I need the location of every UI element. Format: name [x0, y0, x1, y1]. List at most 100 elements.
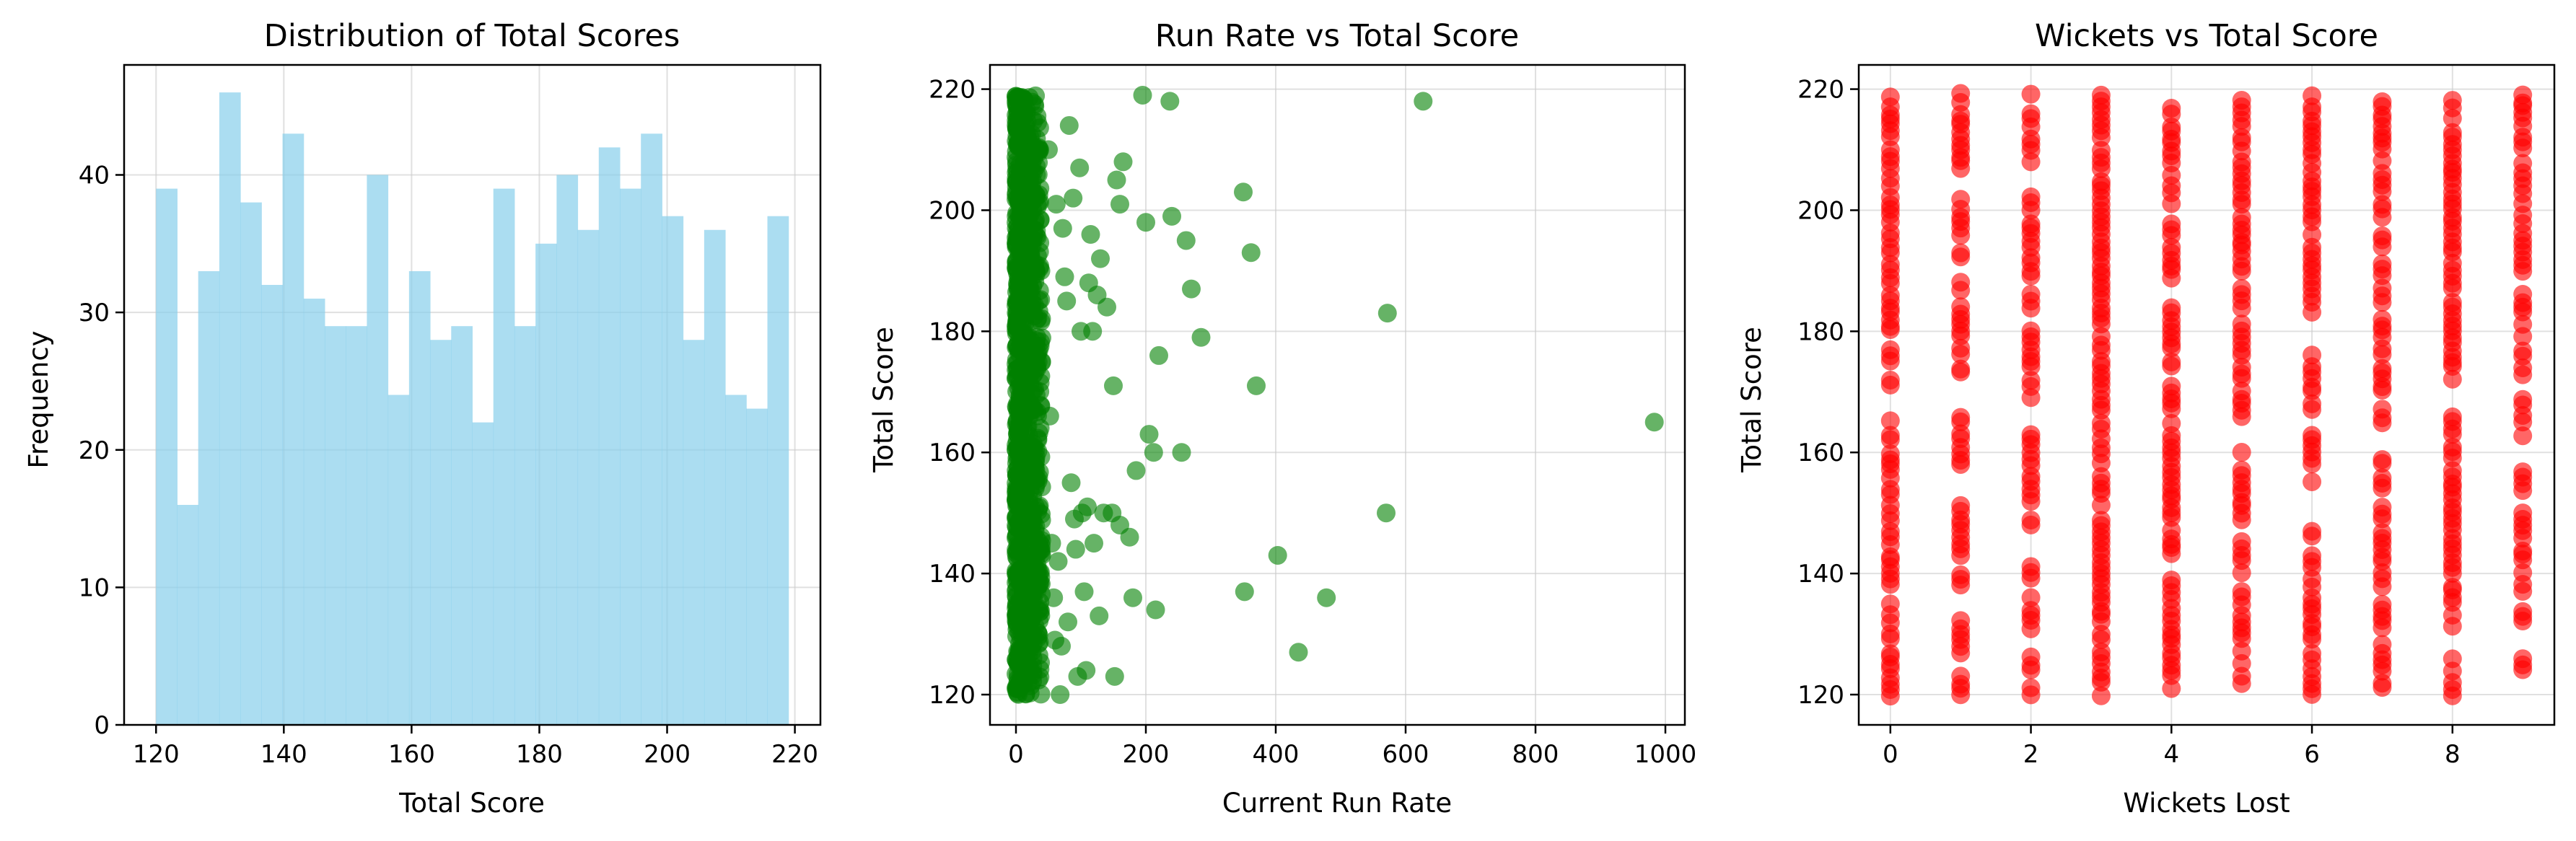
scatter-point: [1235, 582, 1254, 602]
scatter-point: [1039, 140, 1058, 159]
scatter-point: [2232, 279, 2251, 299]
scatter-point: [1951, 84, 1971, 103]
scatter-point: [1160, 92, 1180, 111]
scatter-point: [2232, 314, 2251, 334]
scatter-point: [1951, 297, 1971, 317]
scatter-point: [1951, 666, 1971, 686]
scatter-point: [2021, 557, 2041, 576]
scatter-point: [1010, 390, 1030, 410]
scatter-point: [2091, 172, 2111, 191]
scatter-point: [1079, 273, 1098, 293]
scatter-point: [2162, 521, 2181, 540]
scatter-point: [2303, 225, 2322, 245]
scatter-point: [2513, 284, 2533, 304]
scatter-point: [1065, 509, 1084, 529]
chart-2-ytick-label: 140: [1797, 560, 1844, 589]
run-rate-panel: Run Rate vs Total Score Current Run Rate…: [868, 18, 1696, 819]
scatter-point: [1149, 345, 1168, 365]
scatter-point: [1046, 630, 1064, 650]
scatter-point: [1951, 273, 1971, 292]
scatter-point: [1007, 172, 1026, 191]
scatter-point: [1018, 368, 1038, 387]
scatter-point: [1074, 582, 1094, 602]
scatter-point: [2513, 462, 2533, 482]
scatter-point: [2443, 293, 2462, 312]
scatter-point: [1053, 219, 1072, 238]
scatter-point: [1016, 527, 1035, 547]
scatter-point: [1012, 327, 1032, 347]
scatter-point: [1090, 606, 1109, 625]
chart-1-ytick-label: 140: [929, 560, 976, 589]
scatter-point: [2162, 414, 2181, 433]
scatter-point: [2021, 214, 2041, 234]
histogram-bar: [408, 270, 431, 725]
scatter-point: [1018, 243, 1038, 263]
histogram-bar: [683, 340, 705, 725]
scatter-point: [1044, 588, 1064, 607]
scatter-point: [1162, 206, 1181, 226]
chart-0-ytick-label: 20: [79, 436, 110, 465]
scatter-point: [2443, 649, 2462, 669]
scatter-point: [2373, 226, 2392, 245]
histogram-bar: [261, 285, 284, 725]
chart-1-frame: [989, 63, 1686, 726]
histogram-bar: [767, 216, 789, 725]
scatter-point: [1377, 503, 1396, 523]
scatter-point: [2303, 394, 2322, 413]
scatter-point: [1031, 333, 1051, 352]
scatter-point: [2373, 358, 2392, 378]
scatter-point: [1008, 603, 1028, 622]
scatter-point: [2021, 284, 2041, 304]
scatter-point: [1064, 188, 1083, 208]
scatter-point: [1072, 322, 1090, 341]
scatter-point: [1110, 195, 1129, 214]
scatter-point: [1880, 371, 1900, 390]
histogram-bar: [493, 188, 515, 725]
scatter-point: [1070, 158, 1090, 177]
scatter-point: [2443, 369, 2462, 389]
scatter-point: [2021, 371, 2041, 390]
scatter-point: [1059, 115, 1079, 135]
scatter-point: [2091, 467, 2111, 486]
chart-0-xtick-label: 120: [133, 740, 180, 769]
scatter-point: [2303, 546, 2322, 565]
scatter-point: [2373, 195, 2392, 214]
histogram-bar: [472, 422, 494, 725]
scatter-point: [1026, 265, 1046, 284]
histogram-bar: [240, 202, 262, 725]
run-rate-title: Run Rate vs Total Score: [1155, 18, 1519, 54]
scatter-point: [1042, 534, 1061, 553]
scatter-point: [1010, 415, 1030, 435]
scatter-point: [2162, 679, 2181, 698]
histogram-title: Distribution of Total Scores: [264, 18, 680, 54]
run-rate-ylabel: Total Score: [868, 327, 899, 473]
scatter-point: [1018, 284, 1038, 304]
scatter-point: [2443, 578, 2462, 597]
scatter-point: [2443, 605, 2462, 625]
scatter-point: [1951, 496, 1971, 515]
chart-0-xtick-label: 160: [388, 740, 435, 769]
scatter-point: [2021, 321, 2041, 340]
scatter-point: [2021, 678, 2041, 697]
scatter-point: [1051, 685, 1070, 705]
scatter-point: [2303, 345, 2322, 365]
scatter-point: [1085, 534, 1103, 553]
scatter-point: [1057, 291, 1077, 311]
scatter-point: [1191, 327, 1211, 347]
scatter-point: [2443, 123, 2462, 142]
scatter-point: [1172, 443, 1191, 462]
scatter-point: [2303, 86, 2322, 105]
scatter-point: [2373, 468, 2392, 488]
chart-2-ytick-label: 160: [1797, 439, 1844, 467]
scatter-point: [2303, 426, 2322, 445]
scatter-point: [1113, 152, 1133, 172]
scatter-point: [1377, 304, 1397, 323]
scatter-point: [1880, 411, 1900, 431]
scatter-point: [1066, 540, 1085, 559]
scatter-point: [1007, 542, 1027, 561]
scatter-point: [1059, 612, 1077, 632]
scatter-point: [1146, 600, 1165, 620]
chart-1-ytick-label: 160: [929, 439, 976, 467]
scatter-point: [2021, 104, 2041, 123]
